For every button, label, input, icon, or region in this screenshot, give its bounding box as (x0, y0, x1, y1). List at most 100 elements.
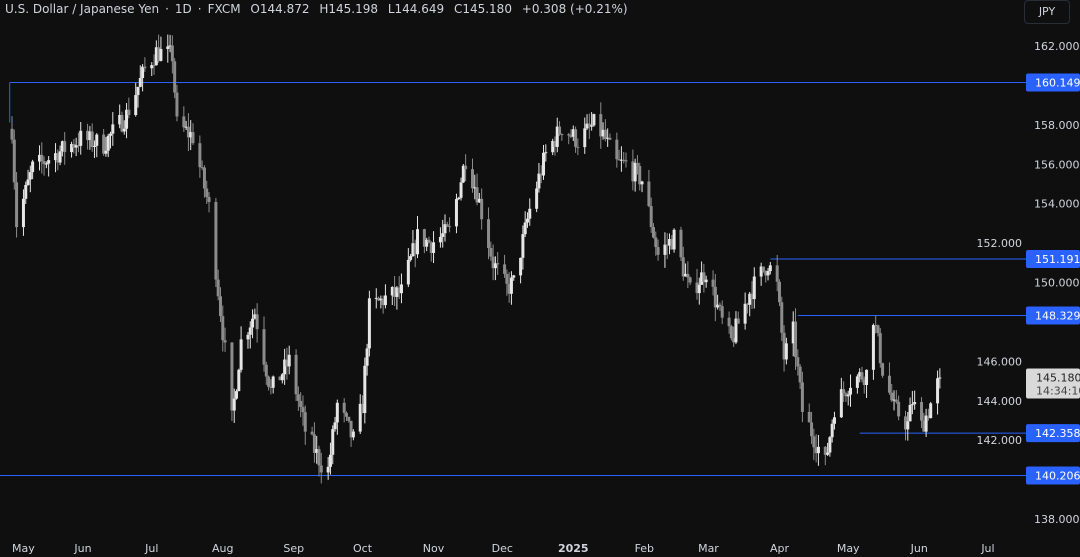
candle-up (409, 256, 413, 260)
y-tick-label: 138.000 (1034, 513, 1080, 526)
candle-up (367, 298, 371, 349)
candle-down (553, 141, 557, 147)
separator: · (197, 2, 202, 16)
candle-down (422, 229, 426, 247)
candle-up (326, 466, 330, 473)
candle-up (592, 114, 596, 126)
candle-up (106, 135, 110, 151)
candle-down (702, 272, 706, 283)
candle-down (202, 167, 206, 189)
candle-up (544, 152, 548, 154)
candle-up (585, 123, 589, 129)
candle-up (443, 224, 447, 234)
x-tick-label: 2025 (558, 542, 589, 555)
candle-down (429, 242, 433, 253)
candle-down (505, 273, 509, 284)
candle-up (523, 222, 527, 235)
candle-up (251, 318, 255, 328)
candle-up (125, 109, 129, 129)
candle-down (780, 302, 784, 333)
candle-down (810, 422, 814, 437)
candle-down (317, 449, 321, 466)
candle-down (299, 400, 303, 408)
symbol-name[interactable]: U.S. Dollar / Japanese Yen (5, 2, 160, 16)
candle-up (168, 45, 172, 47)
candle-down (90, 131, 94, 147)
level-price-tag (1026, 466, 1080, 485)
candle-up (109, 133, 113, 136)
candle-up (734, 318, 738, 343)
candle-up (457, 197, 461, 200)
source: FXCM (207, 2, 241, 16)
candle-down (56, 153, 60, 163)
y-tick-label: 146.000 (977, 355, 1023, 368)
candle-up (913, 402, 917, 405)
candle-up (668, 239, 672, 246)
candle-down (876, 325, 880, 334)
candle-down (713, 286, 717, 308)
candle-down (503, 264, 507, 274)
candle-down (874, 324, 878, 326)
candle-down (198, 143, 202, 168)
candle-up (640, 181, 644, 185)
candle-down (102, 134, 106, 154)
candle-down (76, 145, 80, 147)
candle-down (926, 415, 930, 419)
candle-up (459, 182, 463, 198)
candle-up (399, 284, 403, 294)
separator: · (165, 2, 169, 16)
candle-up (136, 86, 140, 96)
candle-down (393, 286, 397, 297)
candle-down (887, 375, 891, 393)
candle-up (924, 415, 928, 432)
change-value: +0.308 (+0.21%) (521, 2, 628, 16)
candle-up (830, 423, 834, 438)
x-tick-label: Jun (910, 542, 928, 555)
candle-up (521, 234, 525, 258)
candle-down (397, 287, 401, 294)
x-tick-label: Jul (980, 542, 994, 555)
candle-down (221, 316, 225, 341)
candle-up (159, 48, 163, 61)
candle-down (445, 224, 449, 227)
candle-up (697, 284, 701, 294)
candle-down (736, 318, 740, 324)
candle-down (12, 139, 16, 183)
candle-down (750, 293, 754, 300)
candle-up (684, 273, 688, 277)
candle-down (303, 412, 307, 432)
candle-up (537, 173, 541, 189)
candle-up (363, 365, 367, 414)
x-tick-label: Sep (283, 542, 304, 555)
candle-up (929, 403, 933, 419)
candle-down (342, 402, 346, 413)
candle-up (365, 348, 369, 366)
close-value: C145.180 (453, 2, 512, 16)
candle-up (542, 152, 546, 176)
candle-down (255, 314, 259, 330)
candle-down (794, 321, 798, 358)
candle-up (24, 184, 28, 199)
candle-down (587, 123, 591, 127)
candle-up (855, 376, 859, 388)
candle-down (631, 161, 635, 182)
candle-up (351, 431, 355, 438)
candle-down (558, 126, 562, 135)
interval[interactable]: 1D (174, 2, 192, 16)
candle-down (920, 402, 924, 421)
candle-down (814, 447, 818, 454)
level-price-tag (1026, 73, 1080, 92)
candle-down (86, 130, 90, 141)
candle-up (849, 387, 853, 395)
candle-down (173, 61, 177, 93)
candle-up (379, 298, 383, 301)
candle-down (881, 363, 885, 376)
currency-button[interactable]: JPY (1024, 0, 1070, 24)
candle-down (207, 197, 211, 203)
x-tick-label: May (12, 542, 35, 555)
candle-down (294, 354, 298, 395)
candle-down (120, 115, 124, 132)
level-price-label: 160.149 (1035, 76, 1080, 89)
candle-down (922, 420, 926, 432)
